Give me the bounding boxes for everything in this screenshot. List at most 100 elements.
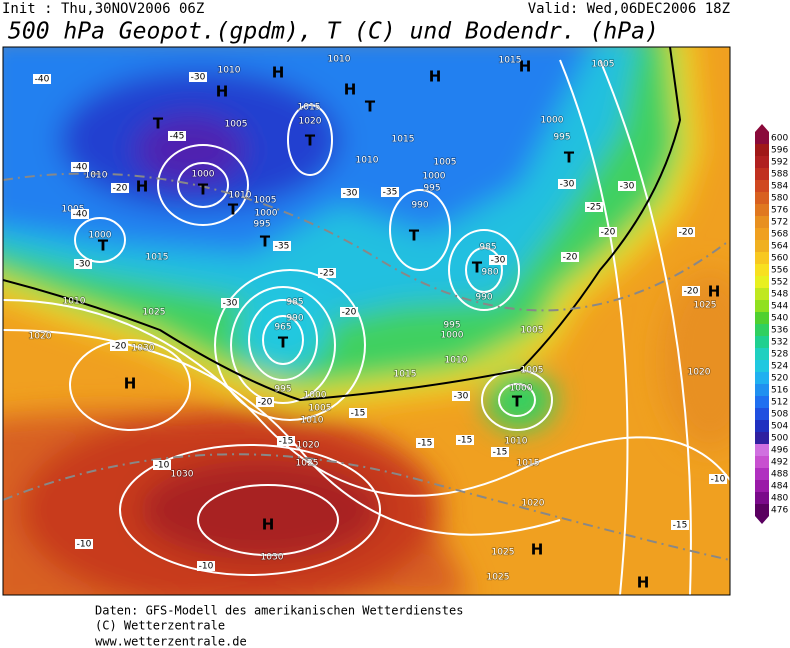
colorbar-swatch: [755, 396, 769, 408]
colorbar-swatch: [755, 384, 769, 396]
temperature-label: -35: [275, 242, 290, 252]
colorbar-label: 524: [771, 362, 788, 372]
temperature-label: -15: [418, 439, 433, 449]
isobar-label: 1010: [218, 66, 241, 76]
label-box: [256, 397, 274, 407]
isobar-label: 1020: [297, 441, 320, 451]
label-box: [153, 460, 171, 470]
colorbar-cap: [755, 516, 769, 524]
colorbar-swatch: [755, 132, 769, 144]
isobar-label: 1025: [143, 308, 166, 318]
colorbar-label: 584: [771, 182, 788, 192]
isobar-label: 1010: [445, 356, 468, 366]
temperature-label: -15: [493, 448, 508, 458]
low-marker: T: [153, 115, 164, 133]
low-marker: T: [98, 237, 109, 255]
temperature-label: -10: [155, 461, 170, 471]
label-box: [33, 74, 51, 84]
high-marker: H: [136, 178, 149, 196]
isobar-label: 1000: [255, 209, 278, 219]
colorbar-swatch: [755, 360, 769, 372]
temperature-label: -20: [684, 287, 699, 297]
colorbar-swatch: [755, 300, 769, 312]
temperature-label: -25: [320, 269, 335, 279]
isobar-label: 995: [443, 321, 460, 331]
label-box: [585, 202, 603, 212]
isobar-label: 995: [553, 133, 570, 143]
label-box: [489, 255, 507, 265]
temperature-label: -30: [620, 182, 635, 192]
isobar-label: 965: [274, 323, 291, 333]
temperature-label: -20: [679, 228, 694, 238]
colorbar-swatch: [755, 156, 769, 168]
isobar-label: 980: [481, 268, 498, 278]
colorbar-swatch: [755, 420, 769, 432]
map-frame: [2, 46, 731, 596]
colorbar-swatch: [755, 264, 769, 276]
isobar-label: 1025: [492, 548, 515, 558]
temperature-label: -20: [563, 253, 578, 263]
low-marker: T: [305, 132, 316, 150]
low-marker: T: [512, 393, 523, 411]
colorbar-label: 560: [771, 254, 788, 264]
temperature-label: -10: [199, 562, 214, 572]
isobar-label: 1010: [85, 171, 108, 181]
colorbar-swatch: [755, 180, 769, 192]
isobar-label: 1025: [296, 459, 319, 469]
isobar-label: 1020: [29, 332, 52, 342]
high-marker: H: [216, 83, 229, 101]
isobar-label: 995: [423, 184, 440, 194]
isobar-label: 1000: [304, 391, 327, 401]
isobar-label: 1005: [434, 158, 457, 168]
temperature-label: -30: [191, 73, 206, 83]
label-box: [197, 561, 215, 571]
isobar-label: 1010: [63, 297, 86, 307]
colorbar-label: 564: [771, 242, 788, 252]
temperature-label: -30: [491, 256, 506, 266]
colorbar-swatch: [755, 252, 769, 264]
colorbar-label: 476: [771, 506, 788, 516]
colorbar-swatch: [755, 312, 769, 324]
label-box: [111, 183, 129, 193]
isobar-label: 1015: [517, 459, 540, 469]
colorbar-label: 556: [771, 266, 788, 276]
colorbar-swatch: [755, 372, 769, 384]
temperature-label: -30: [76, 260, 91, 270]
isobar-label: 1000: [423, 172, 446, 182]
temperature-label: -45: [170, 132, 185, 142]
temperature-label: -20: [113, 184, 128, 194]
temperature-label: -15: [351, 409, 366, 419]
isobar-label: 985: [286, 298, 303, 308]
label-box: [677, 227, 695, 237]
colorbar-label: 548: [771, 290, 788, 300]
colorbar-label: 572: [771, 218, 788, 228]
colorbar-label: 520: [771, 374, 788, 384]
colorbar-swatch: [755, 204, 769, 216]
high-marker: H: [637, 574, 650, 592]
temperature-label: -30: [560, 180, 575, 190]
low-marker: T: [260, 233, 271, 251]
temperature-label: -15: [279, 437, 294, 447]
isobar-label: 1005: [521, 326, 544, 336]
colorbar-swatch: [755, 228, 769, 240]
temperature-label: -10: [711, 475, 726, 485]
label-box: [491, 447, 509, 457]
label-box: [682, 286, 700, 296]
label-box: [709, 474, 727, 484]
label-box: [349, 408, 367, 418]
colorbar-label: 528: [771, 350, 788, 360]
high-marker: H: [272, 64, 285, 82]
isobar-label: 995: [253, 220, 270, 230]
colorbar-label: 576: [771, 206, 788, 216]
isobar-label: 990: [411, 201, 428, 211]
temperature-label: -15: [673, 521, 688, 531]
high-marker: H: [262, 516, 275, 534]
colorbar-label: 544: [771, 302, 788, 312]
isobar-label: 1005: [592, 60, 615, 70]
isobar-label: 1020: [688, 368, 711, 378]
colorbar-swatch: [755, 240, 769, 252]
init-time: Init : Thu,30NOV2006 06Z: [2, 1, 204, 17]
isobar-label: 1000: [441, 331, 464, 341]
colorbar-label: 504: [771, 422, 788, 432]
isobar-label: 1010: [505, 437, 528, 447]
